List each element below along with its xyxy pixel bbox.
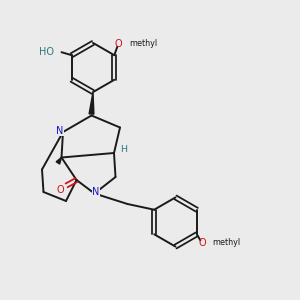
Text: HO: HO bbox=[39, 47, 54, 57]
Text: O: O bbox=[198, 238, 206, 248]
Polygon shape bbox=[56, 158, 62, 164]
Text: H: H bbox=[120, 146, 127, 154]
Text: N: N bbox=[92, 187, 100, 197]
Text: methyl: methyl bbox=[212, 238, 241, 247]
Text: O: O bbox=[57, 185, 64, 195]
Text: methyl: methyl bbox=[129, 39, 158, 48]
Text: O: O bbox=[115, 39, 123, 49]
Polygon shape bbox=[89, 92, 94, 114]
Text: N: N bbox=[56, 125, 63, 136]
